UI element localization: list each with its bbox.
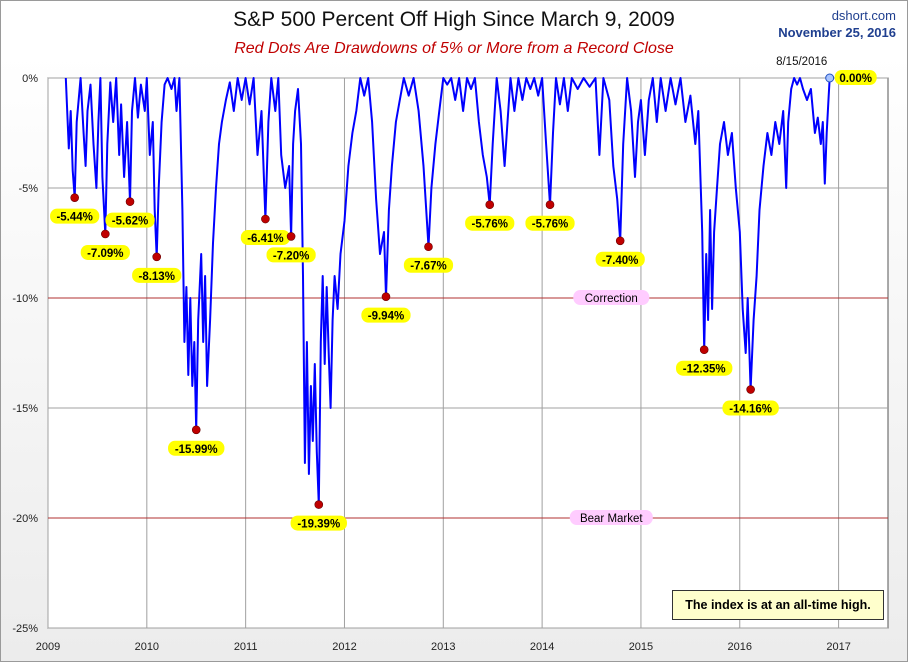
threshold-label-group: Correction — [573, 290, 650, 305]
drawdown-dot — [261, 214, 270, 224]
drawdown-label-group: -7.67% — [403, 257, 454, 273]
chart-title: S&P 500 Percent Off High Since March 9, … — [233, 8, 675, 31]
y-tick-label: -10% — [12, 293, 38, 305]
drawdown-label-group: -5.76% — [525, 215, 575, 231]
drawdown-label: -15.99% — [175, 444, 218, 456]
drawdown-label: -5.44% — [56, 212, 92, 224]
chart-subtitle: Red Dots Are Drawdowns of 5% or More fro… — [234, 40, 674, 57]
drawdown-label-group: -5.76% — [465, 215, 515, 231]
drawdown-dot — [545, 200, 555, 210]
drawdown-label: -7.40% — [602, 255, 638, 267]
drawdown-label-group: -5.44% — [50, 208, 100, 224]
y-tick-label: -5% — [18, 183, 38, 195]
threshold-label-bg — [569, 510, 653, 525]
drawdown-label: -7.09% — [87, 248, 123, 260]
drawdown-label-bg — [361, 307, 411, 323]
drawdown-dot — [699, 345, 709, 355]
drawdown-dot — [615, 236, 625, 246]
drawdown-label: -5.76% — [532, 219, 568, 231]
plot-area — [47, 77, 889, 629]
drawdown-label: -7.67% — [410, 261, 446, 273]
x-tick-label: 2012 — [332, 641, 356, 653]
drawdown-dot — [314, 500, 324, 509]
drawdown-dot — [152, 252, 162, 262]
drawdown-label-bg — [105, 212, 155, 228]
drawdown-dot — [125, 197, 135, 206]
drawdown-label: -7.20% — [273, 250, 309, 262]
all-time-high-note: The index is at an all-time high. — [672, 590, 884, 620]
threshold-label-bg — [573, 290, 650, 305]
drawdown-label: -5.76% — [472, 219, 508, 231]
drawdown-label-bg — [132, 267, 182, 283]
drawdown-label: -5.62% — [112, 216, 148, 228]
drawdown-label-group: -6.41% — [240, 230, 291, 246]
drawdown-label: -9.94% — [368, 311, 404, 323]
drawdown-label: -8.13% — [138, 271, 174, 283]
drawdown-label-group: -19.39% — [290, 515, 347, 531]
drawdown-dot — [746, 385, 755, 394]
y-tick-label: -20% — [12, 513, 38, 525]
current-dot — [825, 73, 835, 83]
drawdown-dot — [286, 232, 296, 241]
drawdown-label: -6.41% — [247, 233, 283, 245]
x-tick-label: 2009 — [36, 641, 60, 653]
drawdown-label-bg — [168, 440, 225, 456]
date-label: November 25, 2016 — [778, 25, 896, 40]
drawdown-label-bg — [240, 230, 291, 246]
x-tick-label: 2013 — [431, 641, 455, 653]
y-tick-label: 0% — [22, 73, 38, 85]
drawdown-dot — [191, 425, 201, 435]
x-tick-label: 2011 — [234, 641, 258, 653]
x-tick-label: 2010 — [135, 641, 159, 653]
drawdown-label: -19.39% — [297, 519, 340, 531]
drawdown-label: -14.16% — [729, 404, 772, 416]
y-tick-label: -15% — [12, 403, 38, 415]
drawdown-label: -12.35% — [683, 364, 726, 376]
x-tick-label: 2015 — [629, 641, 653, 653]
drawdown-label-bg — [80, 244, 130, 260]
current-label-bg — [834, 70, 877, 85]
threshold-label-group: Bear Market — [569, 510, 653, 525]
drawdown-label-group: -5.62% — [105, 212, 155, 228]
drawdown-label-bg — [722, 400, 779, 416]
x-tick-label: 2014 — [530, 641, 554, 653]
drawdown-label-bg — [403, 257, 454, 273]
drawdown-label-bg — [290, 515, 347, 531]
drawdown-label-bg — [266, 247, 316, 263]
drawdown-label-group: -12.35% — [675, 360, 733, 376]
source-label: dshort.com — [831, 8, 896, 23]
drawdown-label-group: -7.20% — [266, 247, 316, 263]
drawdown-dot — [101, 229, 110, 239]
drawdown-label-group: -7.09% — [80, 244, 130, 260]
drawdown-label-bg — [675, 360, 733, 376]
drawdown-label-bg — [50, 208, 100, 224]
current-label: 0.00% — [839, 73, 872, 85]
threshold-label: Bear Market — [580, 513, 643, 525]
drawdown-label-group: -9.94% — [361, 307, 411, 323]
y-tick-label: -25% — [12, 623, 38, 635]
x-tick-label: 2016 — [728, 641, 752, 653]
drawdown-label-group: -8.13% — [132, 267, 182, 283]
drawdown-label-group: -7.40% — [595, 251, 645, 267]
x-tick-label: 2017 — [826, 641, 850, 653]
series-line — [64, 77, 831, 506]
drawdown-label-bg — [525, 215, 575, 231]
threshold-label: Correction — [585, 293, 638, 305]
current-label-group: 0.00% — [834, 70, 877, 85]
drawdown-label-group: -14.16% — [722, 400, 779, 416]
drawdown-label-group: -15.99% — [168, 440, 225, 456]
current-date-label: 8/15/2016 — [776, 56, 827, 68]
drawdown-label-bg — [595, 251, 645, 267]
drawdown-label-bg — [465, 215, 515, 231]
drawdown-dot — [381, 292, 391, 301]
drawdown-dot — [485, 200, 495, 210]
drawdown-dot — [70, 193, 79, 202]
drawdown-dot — [424, 242, 433, 252]
